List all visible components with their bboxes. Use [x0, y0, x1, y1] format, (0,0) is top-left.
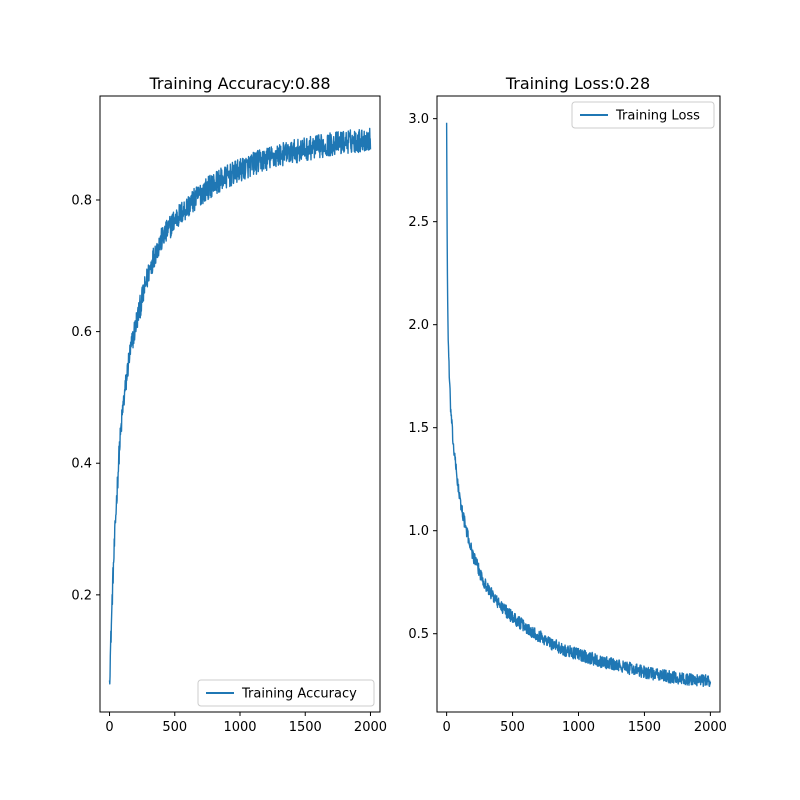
loss-x-tick-label: 1500: [628, 720, 661, 735]
accuracy-y-tick-label: 0.6: [71, 325, 92, 340]
accuracy-y-ticks: 0.2 0.4 0.6 0.8: [71, 193, 100, 603]
loss-y-tick-label: 1.5: [408, 421, 429, 436]
loss-y-tick-label: 0.5: [408, 627, 429, 642]
loss-panel: Training Loss:0.28 0 500 1000 1500 2000 0.5 1…: [408, 74, 727, 735]
loss-legend: Training Loss: [571, 101, 715, 129]
accuracy-series: [108, 127, 372, 685]
loss-y-tick-label: 2.5: [408, 215, 429, 230]
loss-series-line: [445, 122, 712, 688]
accuracy-title: Training Accuracy:0.88: [148, 74, 330, 93]
loss-series: [445, 122, 712, 688]
loss-x-tick-label: 0: [442, 720, 450, 735]
accuracy-y-tick-label: 0.4: [71, 457, 92, 472]
accuracy-legend: Training Accuracy: [197, 679, 375, 707]
loss-y-tick-label: 1.0: [408, 524, 429, 539]
accuracy-legend-label: Training Accuracy: [241, 687, 357, 702]
accuracy-x-tick-label: 1500: [289, 720, 322, 735]
loss-x-tick-label: 500: [500, 720, 525, 735]
loss-y-tick-label: 3.0: [408, 112, 429, 127]
loss-y-ticks: 0.5 1.0 1.5 2.0 2.5 3.0: [408, 112, 437, 642]
accuracy-x-tick-label: 1000: [223, 720, 256, 735]
accuracy-series-line: [108, 127, 372, 685]
loss-legend-box: [571, 101, 715, 129]
loss-x-ticks: 0 500 1000 1500 2000: [442, 712, 727, 735]
accuracy-x-tick-label: 0: [105, 720, 113, 735]
loss-legend-label: Training Loss: [615, 109, 700, 124]
loss-y-tick-label: 2.0: [408, 318, 429, 333]
accuracy-y-tick-label: 0.8: [71, 193, 92, 208]
accuracy-x-ticks: 0 500 1000 1500 2000: [105, 712, 387, 735]
loss-title: Training Loss:0.28: [505, 74, 650, 93]
accuracy-x-tick-label: 500: [162, 720, 187, 735]
accuracy-panel: Training Accuracy:0.88 0 500 1000 1500 2000 …: [71, 74, 387, 735]
accuracy-y-tick-label: 0.2: [71, 588, 92, 603]
loss-x-tick-label: 1000: [562, 720, 595, 735]
accuracy-legend-box: [197, 679, 375, 707]
loss-x-tick-label: 2000: [694, 720, 727, 735]
accuracy-x-tick-label: 2000: [354, 720, 387, 735]
